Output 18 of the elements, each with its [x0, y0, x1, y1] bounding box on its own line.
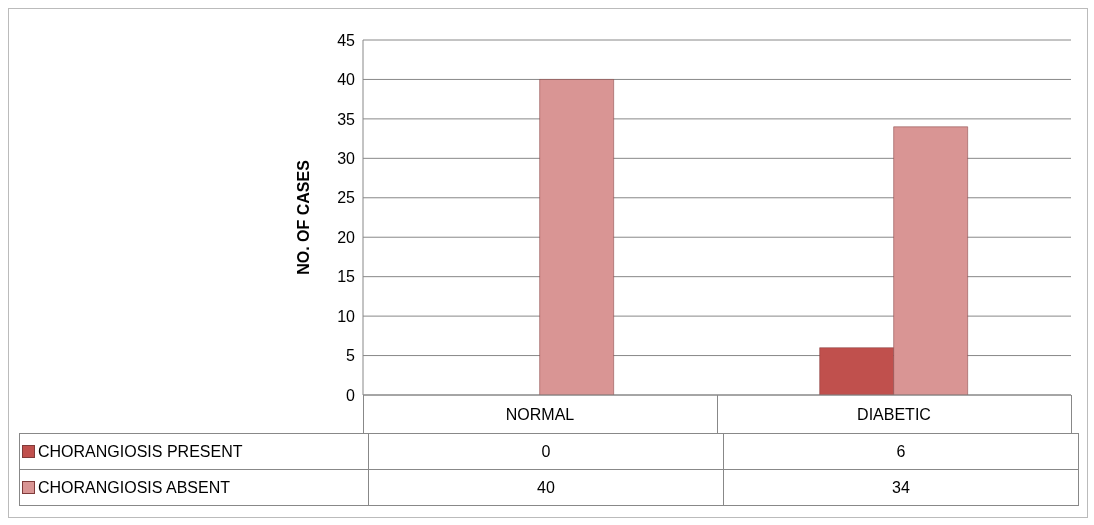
x-tick-label: NORMAL — [505, 406, 575, 424]
y-tick-label: 10 — [337, 307, 356, 325]
data-label: 34 — [723, 469, 1079, 506]
legend-label: CHORANGIOSIS ABSENT — [19, 469, 369, 506]
y-tick-label: 20 — [337, 228, 356, 246]
x-tick-label: DIABETIC — [857, 406, 931, 424]
data-label: 6 — [723, 433, 1079, 470]
y-tick-label: 0 — [346, 386, 356, 404]
bar — [539, 79, 614, 395]
y-tick-label: 35 — [337, 110, 356, 128]
y-tick-label: 40 — [337, 71, 356, 89]
y-tick-label: 30 — [337, 150, 356, 168]
legend-label: CHORANGIOSIS PRESENT — [19, 433, 369, 470]
y-tick-label: 45 — [337, 31, 356, 49]
y-tick-label: 15 — [337, 268, 356, 286]
y-tick-label: 5 — [346, 347, 356, 365]
y-tick-label: 25 — [337, 189, 356, 207]
y-axis-title: NO. OF CASES — [294, 159, 312, 275]
